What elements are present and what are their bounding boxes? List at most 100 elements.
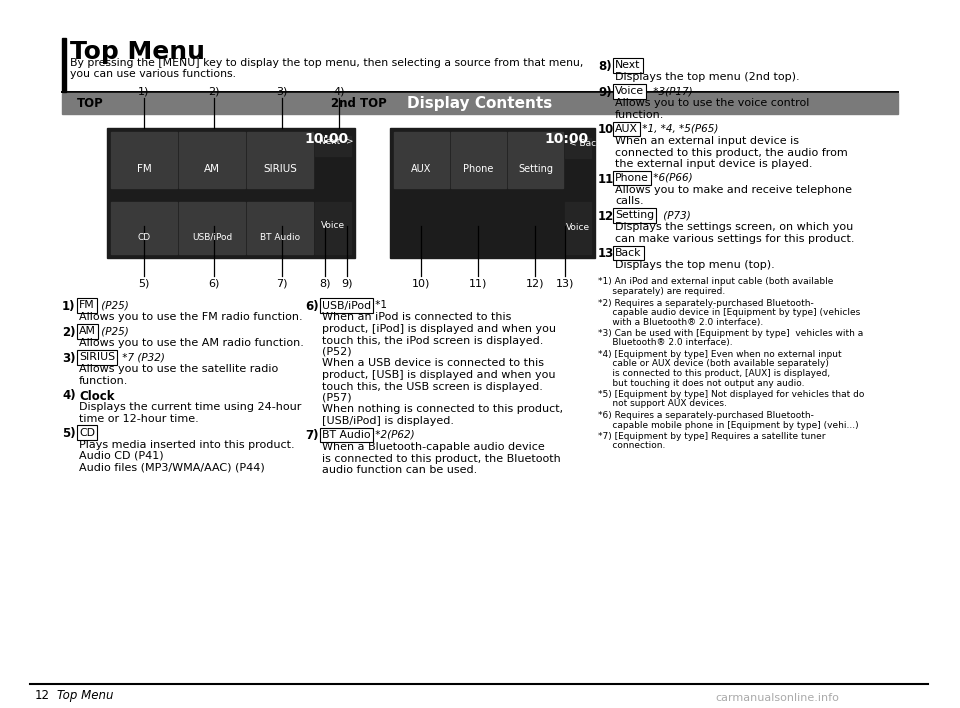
Text: *3) Can be used with [Equipment by type]  vehicles with a: *3) Can be used with [Equipment by type]… bbox=[598, 329, 863, 338]
Text: CD: CD bbox=[79, 428, 95, 438]
Bar bbox=[111, 132, 177, 188]
Text: Plays media inserted into this product.: Plays media inserted into this product. bbox=[79, 440, 295, 450]
Text: TOP: TOP bbox=[77, 97, 104, 110]
Text: Setting: Setting bbox=[518, 164, 553, 174]
Text: *6(P66): *6(P66) bbox=[650, 173, 692, 183]
Text: you can use various functions.: you can use various functions. bbox=[70, 69, 236, 79]
Bar bbox=[247, 132, 313, 188]
Bar bbox=[508, 132, 563, 188]
Text: Displays the current time using 24-hour: Displays the current time using 24-hour bbox=[79, 402, 301, 412]
Text: Displays the top menu (2nd top).: Displays the top menu (2nd top). bbox=[615, 72, 800, 83]
Text: Next  >: Next > bbox=[319, 137, 353, 146]
Text: 12: 12 bbox=[35, 689, 50, 702]
Text: 5): 5) bbox=[62, 427, 76, 440]
Text: with a Bluetooth® 2.0 interface).: with a Bluetooth® 2.0 interface). bbox=[598, 317, 763, 326]
Text: *7 (P32): *7 (P32) bbox=[119, 352, 164, 362]
Text: calls.: calls. bbox=[615, 197, 643, 207]
Text: the external input device is played.: the external input device is played. bbox=[615, 159, 812, 169]
Text: 10): 10) bbox=[412, 278, 430, 288]
Text: 1): 1) bbox=[62, 300, 76, 313]
Text: < Back: < Back bbox=[569, 139, 601, 148]
Text: time or 12-hour time.: time or 12-hour time. bbox=[79, 413, 199, 423]
Text: *6) Requires a separately-purchased Bluetooth-: *6) Requires a separately-purchased Blue… bbox=[598, 411, 814, 420]
Text: is connected to this product, the Bluetooth: is connected to this product, the Blueto… bbox=[322, 454, 561, 464]
Bar bbox=[451, 132, 506, 188]
Text: Voice: Voice bbox=[321, 222, 345, 231]
Text: touch this, the USB screen is displayed.: touch this, the USB screen is displayed. bbox=[322, 382, 542, 392]
Text: cable or AUX device (both available separately): cable or AUX device (both available sepa… bbox=[598, 360, 828, 368]
Text: 6): 6) bbox=[305, 300, 319, 313]
Text: 11): 11) bbox=[598, 173, 619, 185]
Bar bbox=[111, 202, 177, 254]
Text: Clock: Clock bbox=[79, 389, 114, 403]
Text: *2(P62): *2(P62) bbox=[372, 430, 415, 440]
Text: 10): 10) bbox=[598, 123, 619, 137]
Text: Allows you to use the satellite radio: Allows you to use the satellite radio bbox=[79, 365, 278, 375]
Text: Audio CD (P41): Audio CD (P41) bbox=[79, 451, 163, 461]
Text: Voice: Voice bbox=[566, 224, 590, 232]
Text: 3): 3) bbox=[276, 86, 288, 96]
Text: 2nd TOP: 2nd TOP bbox=[331, 97, 387, 110]
Text: [USB/iPod] is displayed.: [USB/iPod] is displayed. bbox=[322, 416, 454, 426]
Text: Top Menu: Top Menu bbox=[70, 40, 205, 64]
Text: 12): 12) bbox=[598, 210, 619, 223]
Text: function.: function. bbox=[615, 110, 664, 120]
Text: product, [iPod] is displayed and when you: product, [iPod] is displayed and when yo… bbox=[322, 324, 556, 334]
Text: Displays the settings screen, on which you: Displays the settings screen, on which y… bbox=[615, 222, 853, 232]
Text: (P73): (P73) bbox=[660, 210, 690, 220]
Text: Setting: Setting bbox=[615, 210, 654, 220]
Text: Audio files (MP3/WMA/AAC) (P44): Audio files (MP3/WMA/AAC) (P44) bbox=[79, 462, 265, 472]
Text: not support AUX devices.: not support AUX devices. bbox=[598, 399, 727, 409]
Text: AUX: AUX bbox=[411, 164, 432, 174]
Text: Allows you to use the AM radio function.: Allows you to use the AM radio function. bbox=[79, 338, 304, 348]
Text: FM: FM bbox=[79, 300, 95, 311]
Text: 7): 7) bbox=[276, 278, 288, 288]
Text: When nothing is connected to this product,: When nothing is connected to this produc… bbox=[322, 404, 564, 414]
Text: 10:00: 10:00 bbox=[545, 132, 589, 146]
Bar bbox=[179, 132, 245, 188]
Text: Allows you to use the voice control: Allows you to use the voice control bbox=[615, 98, 809, 108]
Text: SIRIUS: SIRIUS bbox=[263, 164, 297, 174]
Text: Allows you to make and receive telephone: Allows you to make and receive telephone bbox=[615, 185, 852, 195]
Text: separately) are required.: separately) are required. bbox=[598, 287, 725, 296]
Text: product, [USB] is displayed and when you: product, [USB] is displayed and when you bbox=[322, 370, 556, 380]
Text: *1) An iPod and external input cable (both available: *1) An iPod and external input cable (bo… bbox=[598, 278, 833, 287]
Text: Phone: Phone bbox=[464, 164, 493, 174]
Text: Back: Back bbox=[615, 248, 641, 258]
Text: *3(P17): *3(P17) bbox=[650, 86, 692, 96]
Text: When an external input device is: When an external input device is bbox=[615, 136, 799, 146]
Text: By pressing the [MENU] key to display the top menu, then selecting a source from: By pressing the [MENU] key to display th… bbox=[70, 58, 584, 68]
Text: 4): 4) bbox=[62, 389, 76, 403]
Bar bbox=[394, 132, 449, 188]
Text: BT Audio: BT Audio bbox=[260, 233, 300, 242]
Text: BT Audio: BT Audio bbox=[322, 430, 371, 440]
Text: 8): 8) bbox=[320, 278, 331, 288]
Text: carmanualsonline.info: carmanualsonline.info bbox=[715, 693, 839, 703]
Text: AUX: AUX bbox=[615, 124, 638, 134]
Text: When an iPod is connected to this: When an iPod is connected to this bbox=[322, 312, 512, 323]
Text: function.: function. bbox=[79, 376, 129, 386]
Bar bbox=[390, 128, 595, 258]
Text: but touching it does not output any audio.: but touching it does not output any audi… bbox=[598, 379, 804, 387]
Text: 13): 13) bbox=[598, 248, 619, 261]
Text: Voice: Voice bbox=[615, 86, 644, 96]
Text: 5): 5) bbox=[138, 278, 150, 288]
Text: 1): 1) bbox=[138, 86, 150, 96]
Text: 9): 9) bbox=[598, 86, 612, 99]
Text: SIRIUS: SIRIUS bbox=[79, 353, 115, 362]
Text: Top Menu: Top Menu bbox=[57, 689, 113, 702]
Text: *2) Requires a separately-purchased Bluetooth-: *2) Requires a separately-purchased Blue… bbox=[598, 299, 814, 307]
Text: connection.: connection. bbox=[598, 442, 665, 450]
Text: *7) [Equipment by type] Requires a satellite tuner: *7) [Equipment by type] Requires a satel… bbox=[598, 432, 826, 441]
Text: *4) [Equipment by type] Even when no external input: *4) [Equipment by type] Even when no ext… bbox=[598, 350, 842, 359]
Text: 2): 2) bbox=[62, 326, 76, 339]
Text: Next: Next bbox=[615, 60, 640, 71]
Text: 2): 2) bbox=[208, 86, 220, 96]
Text: Displays the top menu (top).: Displays the top menu (top). bbox=[615, 260, 775, 270]
Text: 9): 9) bbox=[341, 278, 352, 288]
Text: 10:00: 10:00 bbox=[305, 132, 349, 146]
Bar bbox=[179, 202, 245, 254]
Text: connected to this product, the audio from: connected to this product, the audio fro… bbox=[615, 147, 848, 157]
Text: Phone: Phone bbox=[615, 173, 649, 183]
Text: (P52): (P52) bbox=[322, 347, 351, 357]
